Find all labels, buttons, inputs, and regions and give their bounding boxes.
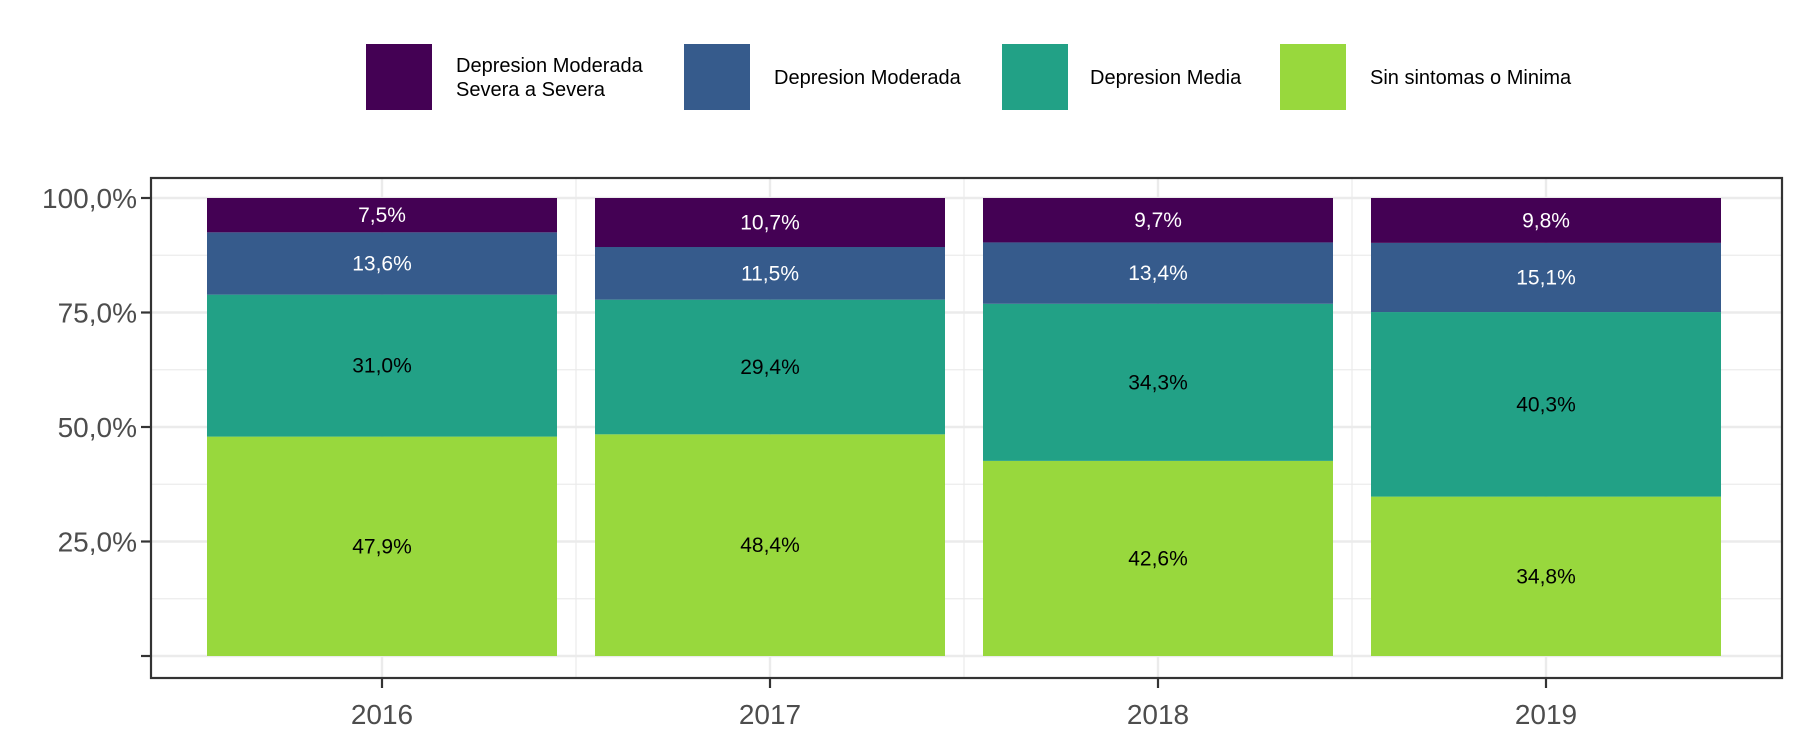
legend-label: Depresion Moderada Severa a Severa bbox=[456, 55, 644, 101]
legend-key bbox=[1002, 44, 1068, 110]
legend-label-line: Depresion Moderada bbox=[456, 55, 644, 77]
data-label: 11,5% bbox=[741, 262, 799, 285]
data-label: 47,9% bbox=[352, 535, 412, 558]
bar-segment bbox=[207, 294, 557, 437]
legend-key bbox=[366, 44, 432, 110]
legend-label: Depresion Moderada bbox=[774, 67, 962, 89]
data-label: 10,7% bbox=[740, 212, 800, 235]
legend-label-line: Sin sintomas o Minima bbox=[1370, 67, 1572, 89]
legend-label-line: Severa a Severa bbox=[456, 79, 606, 101]
data-label: 40,3% bbox=[1516, 393, 1576, 416]
bar-segment bbox=[207, 436, 557, 656]
legend-key bbox=[1280, 44, 1346, 110]
bar-segment bbox=[595, 198, 945, 248]
axes: 25,0% 50,0% 75,0% 100,0% 2016 2017 2018 2019 bbox=[42, 176, 1784, 730]
x-tick-label: 2016 bbox=[351, 699, 413, 730]
y-tick-label: 25,0% bbox=[58, 527, 137, 558]
data-label: 15,1% bbox=[1516, 266, 1576, 289]
data-label: 31,0% bbox=[352, 355, 412, 378]
data-label: 9,8% bbox=[1522, 209, 1570, 232]
bar-segment bbox=[983, 198, 1333, 243]
data-label: 7,5% bbox=[358, 204, 406, 227]
bar-segment bbox=[595, 299, 945, 435]
bar-segment bbox=[1371, 198, 1721, 243]
bar-segment bbox=[983, 242, 1333, 304]
data-label: 34,3% bbox=[1128, 371, 1188, 394]
legend-label: Sin sintomas o Minima bbox=[1370, 67, 1572, 89]
legend-label-line: Depresion Media bbox=[1090, 67, 1242, 89]
y-tick-label: 100,0% bbox=[42, 183, 137, 214]
bar-segment bbox=[1371, 312, 1721, 497]
bar-segment bbox=[983, 460, 1333, 656]
data-label: 29,4% bbox=[740, 356, 800, 379]
data-label: 9,7% bbox=[1134, 209, 1182, 232]
y-tick-label: 50,0% bbox=[58, 412, 137, 443]
bar-segment bbox=[983, 303, 1333, 461]
legend-label: Depresion Media bbox=[1090, 67, 1242, 89]
bar-segment bbox=[207, 198, 557, 233]
x-tick-label: 2019 bbox=[1515, 699, 1577, 730]
y-tick-label: 75,0% bbox=[58, 298, 137, 329]
data-label: 42,6% bbox=[1128, 547, 1188, 570]
x-tick-label: 2017 bbox=[739, 699, 801, 730]
bars bbox=[207, 198, 1721, 656]
data-label: 13,6% bbox=[352, 252, 412, 275]
legend: Depresion Moderada Severa a SeveraDepresi… bbox=[366, 44, 1572, 110]
data-label: 34,8% bbox=[1516, 565, 1576, 588]
bar-segment bbox=[595, 434, 945, 656]
legend-key bbox=[684, 44, 750, 110]
x-tick-label: 2018 bbox=[1127, 699, 1189, 730]
data-label: 48,4% bbox=[740, 534, 800, 557]
legend-label-line: Depresion Moderada bbox=[774, 67, 962, 89]
data-labels: 47,9% 31,0% 13,6% 7,5% 48,4% 29,4% 11,5% 10,7% 4… bbox=[352, 204, 1576, 588]
bar-segment bbox=[1371, 242, 1721, 313]
bar-segment bbox=[207, 232, 557, 295]
data-label: 13,4% bbox=[1128, 262, 1188, 285]
bar-segment bbox=[595, 247, 945, 300]
bar-segment bbox=[1371, 496, 1721, 656]
